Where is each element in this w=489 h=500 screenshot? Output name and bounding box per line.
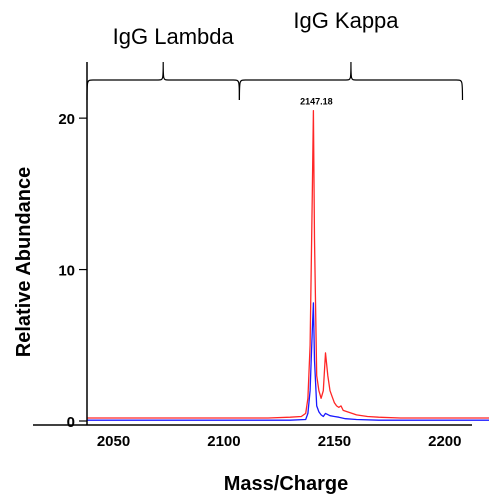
y-tick-label: 10 bbox=[58, 263, 75, 280]
y-axis-title: Relative Abundance bbox=[13, 167, 35, 357]
ticks-layer: 2050 2100 2150 2200 0 10 20 bbox=[58, 111, 461, 450]
series-layer bbox=[87, 109, 489, 421]
series-line-1 bbox=[87, 302, 489, 421]
x-axis-title: Mass/Charge bbox=[224, 473, 349, 495]
region-label-igg-kappa: IgG Kappa bbox=[293, 8, 399, 33]
bracket-igg-kappa bbox=[238, 61, 464, 101]
y-tick-label: 20 bbox=[58, 111, 75, 128]
x-tick-label: 2150 bbox=[318, 433, 351, 450]
x-tick-label: 2200 bbox=[428, 433, 461, 450]
region-label-igg-lambda: IgG Lambda bbox=[113, 24, 235, 49]
x-tick-label: 2050 bbox=[97, 433, 130, 450]
x-tick-label: 2100 bbox=[207, 433, 240, 450]
bracket-igg-lambda bbox=[86, 61, 241, 101]
series-line-0 bbox=[87, 109, 489, 419]
y-tick-label: 0 bbox=[67, 414, 75, 431]
peak-label: 2147.18 bbox=[300, 97, 333, 107]
